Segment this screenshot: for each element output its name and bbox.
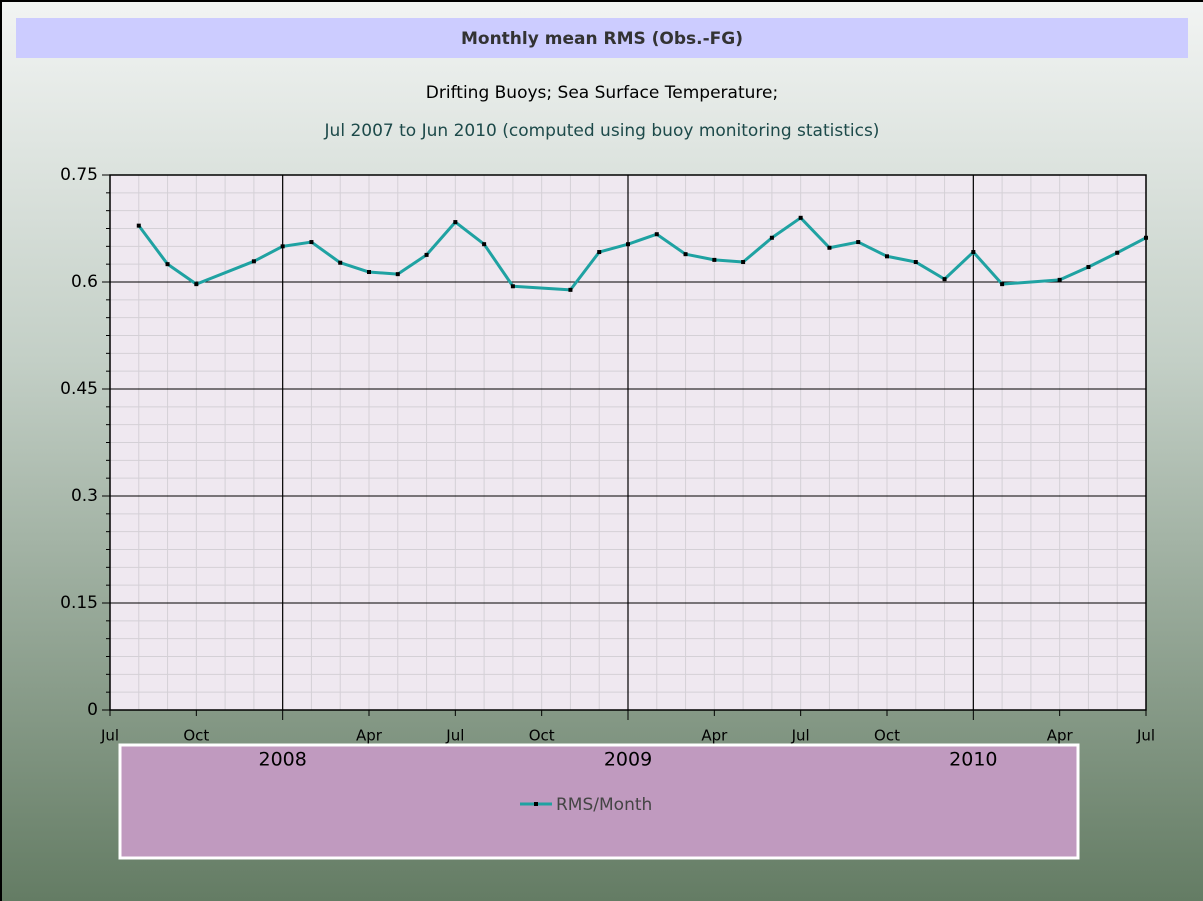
x-tick-label: Oct [183, 727, 209, 745]
x-tick-label: Jul [100, 727, 119, 745]
x-tick-label: Oct [874, 727, 900, 745]
data-point [798, 215, 803, 220]
x-tick-label: Apr [1047, 727, 1074, 745]
data-point [1086, 265, 1091, 270]
x-year-label: 2010 [949, 749, 997, 771]
y-tick-label: 0 [87, 700, 98, 720]
title-bar [16, 18, 1188, 58]
x-tick-label: Jul [445, 727, 464, 745]
chart-title: Monthly mean RMS (Obs.-FG) [461, 29, 743, 49]
data-point [1057, 277, 1062, 282]
data-point [194, 282, 199, 287]
data-point [597, 250, 602, 255]
data-point [136, 223, 141, 228]
data-point [942, 277, 947, 282]
data-point [1115, 250, 1120, 255]
y-tick-label: 0.45 [60, 379, 98, 399]
x-tick-label: Apr [701, 727, 728, 745]
data-point [856, 240, 861, 245]
plot-border [109, 174, 1147, 711]
data-point [827, 245, 832, 250]
data-point [510, 284, 515, 289]
subtitle: Drifting Buoys; Sea Surface Temperature; [426, 83, 778, 103]
data-point [568, 287, 573, 292]
x-tick-label: Jul [1136, 727, 1155, 745]
y-tick-label: 0.6 [71, 272, 98, 292]
subtitle: Jul 2007 to Jun 2010 (computed using buo… [324, 121, 880, 141]
legend-box [118, 743, 1080, 860]
data-point [654, 232, 659, 237]
x-tick-label: Apr [356, 727, 383, 745]
data-point [395, 272, 400, 277]
x-tick-label: Jul [791, 727, 810, 745]
y-tick-label: 0.3 [71, 486, 98, 506]
data-point [280, 244, 285, 249]
data-point [482, 242, 487, 247]
data-point [165, 262, 170, 267]
data-point [769, 235, 774, 240]
data-point [741, 260, 746, 265]
legend-label: RMS/Month [556, 795, 652, 815]
y-tick-label: 0.75 [60, 165, 98, 185]
data-point [626, 242, 630, 247]
data-point [251, 259, 256, 264]
x-year-label: 2009 [604, 749, 652, 771]
data-point [1144, 235, 1148, 240]
data-point [338, 260, 343, 265]
x-tick-label: Oct [529, 727, 555, 745]
data-point [367, 270, 371, 275]
data-point [309, 240, 314, 245]
data-point [1000, 282, 1005, 287]
data-point [971, 250, 976, 255]
x-year-label: 2008 [258, 749, 306, 771]
data-point [453, 220, 458, 225]
y-tick-label: 0.15 [60, 593, 98, 613]
data-point [712, 257, 717, 262]
data-point [885, 254, 889, 259]
data-point [683, 252, 688, 257]
data-point [913, 260, 918, 265]
data-point [424, 252, 429, 257]
legend-swatch-dot [534, 802, 538, 806]
